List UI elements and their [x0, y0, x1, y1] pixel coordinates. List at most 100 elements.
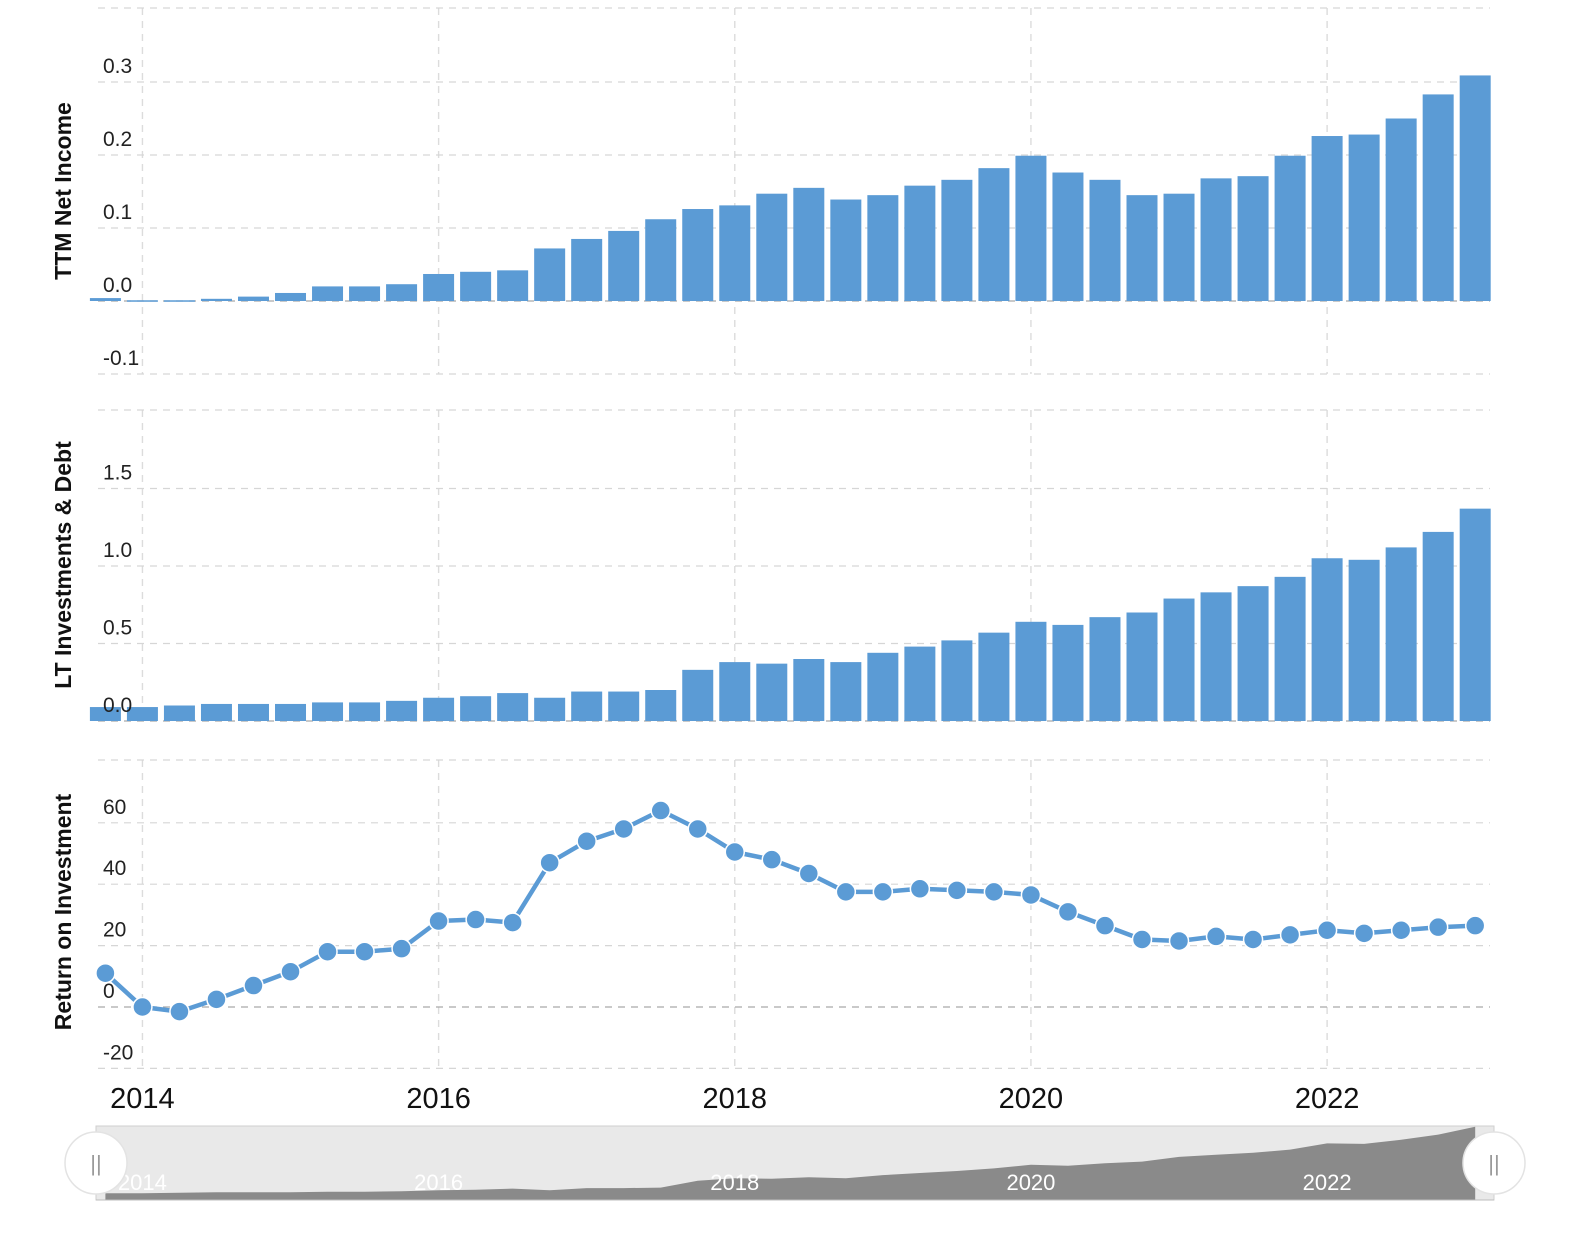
lt-investments-bar[interactable] [1163, 598, 1195, 721]
lt-investments-bar[interactable] [1422, 531, 1454, 721]
roi-point[interactable] [465, 909, 486, 930]
net-income-bar[interactable] [867, 195, 899, 301]
roi-point[interactable] [391, 938, 412, 959]
roi-point[interactable] [243, 975, 264, 996]
roi-point[interactable] [761, 849, 783, 870]
lt-investments-bar[interactable] [904, 646, 936, 721]
lt-investments-bar[interactable] [719, 662, 751, 721]
lt-investments-bar[interactable] [534, 697, 566, 721]
net-income-bar[interactable] [1459, 75, 1491, 302]
net-income-bar[interactable] [719, 205, 751, 301]
net-income-bar[interactable] [904, 185, 936, 301]
roi-point[interactable] [1057, 901, 1079, 923]
net-income-bar[interactable] [349, 286, 381, 301]
net-income-bar[interactable] [1348, 134, 1380, 301]
net-income-bar[interactable] [200, 298, 232, 301]
navigator-right-handle[interactable]: || [1462, 1131, 1526, 1195]
lt-investments-bar[interactable] [978, 632, 1010, 721]
lt-investments-bar[interactable] [941, 640, 973, 721]
lt-investments-bar[interactable] [163, 705, 195, 722]
roi-point[interactable] [724, 841, 746, 863]
roi-point[interactable] [169, 1001, 190, 1022]
roi-point[interactable] [983, 881, 1005, 903]
roi-point[interactable] [835, 881, 857, 903]
lt-investments-bar[interactable] [312, 702, 344, 721]
roi-point[interactable] [280, 961, 301, 982]
roi-point[interactable] [1353, 923, 1375, 944]
lt-investments-bar[interactable] [1052, 624, 1084, 721]
roi-point[interactable] [650, 800, 671, 821]
net-income-bar[interactable] [608, 230, 640, 301]
lt-investments-bar[interactable] [1089, 617, 1121, 721]
roi-point[interactable] [576, 830, 597, 852]
net-income-bar[interactable] [423, 273, 455, 301]
lt-investments-bar[interactable] [423, 697, 455, 721]
lt-investments-bar[interactable] [1385, 547, 1417, 721]
roi-point[interactable] [798, 863, 820, 884]
lt-investments-bar[interactable] [237, 703, 269, 721]
net-income-bar[interactable] [460, 271, 492, 301]
roi-point[interactable] [1020, 884, 1042, 906]
lt-investments-bar[interactable] [608, 691, 640, 721]
roi-point[interactable] [946, 880, 968, 901]
net-income-bar[interactable] [89, 298, 121, 301]
net-income-bar[interactable] [571, 238, 603, 301]
roi-point[interactable] [206, 989, 227, 1010]
lt-investments-bar[interactable] [126, 707, 158, 721]
lt-investments-bar[interactable] [386, 700, 418, 721]
net-income-bar[interactable] [1237, 176, 1269, 301]
lt-investments-bar[interactable] [830, 662, 862, 721]
roi-point[interactable] [428, 910, 449, 932]
roi-point[interactable] [317, 941, 338, 962]
lt-investments-bar[interactable] [1200, 592, 1232, 721]
net-income-bar[interactable] [275, 292, 307, 301]
roi-point[interactable] [613, 818, 634, 840]
net-income-bar[interactable] [793, 187, 825, 301]
net-income-bar[interactable] [1422, 94, 1454, 301]
net-income-bar[interactable] [1311, 136, 1343, 301]
roi-point[interactable] [539, 852, 560, 873]
lt-investments-bar[interactable] [1126, 612, 1158, 722]
net-income-bar[interactable] [497, 270, 529, 301]
lt-investments-bar[interactable] [89, 707, 121, 721]
roi-point[interactable] [1279, 924, 1301, 946]
net-income-bar[interactable] [756, 193, 788, 301]
roi-point[interactable] [132, 996, 153, 1018]
net-income-bar[interactable] [830, 199, 862, 301]
roi-point[interactable] [95, 962, 116, 984]
net-income-bar[interactable] [1089, 179, 1121, 301]
lt-investments-bar[interactable] [200, 703, 232, 721]
roi-point[interactable] [1168, 930, 1190, 952]
lt-investments-bar[interactable] [349, 702, 381, 721]
net-income-bar[interactable] [534, 248, 566, 301]
net-income-bar[interactable] [1163, 193, 1195, 301]
lt-investments-bar[interactable] [275, 703, 307, 721]
lt-investments-bar[interactable] [460, 696, 492, 721]
lt-investments-bar[interactable] [571, 691, 603, 721]
net-income-bar[interactable] [163, 300, 195, 302]
lt-investments-bar[interactable] [1348, 559, 1380, 721]
lt-investments-bar[interactable] [682, 669, 714, 721]
lt-investments-bar[interactable] [1237, 586, 1269, 721]
roi-point[interactable] [1464, 915, 1486, 936]
roi-point[interactable] [687, 818, 708, 840]
net-income-bar[interactable] [1015, 155, 1047, 301]
lt-investments-bar[interactable] [1459, 508, 1491, 721]
lt-investments-bar[interactable] [497, 693, 529, 721]
net-income-bar[interactable] [312, 286, 344, 301]
roi-point[interactable] [1205, 926, 1227, 947]
net-income-bar[interactable] [1385, 118, 1417, 302]
net-income-bar[interactable] [386, 284, 418, 301]
navigator-left-handle[interactable]: || [64, 1131, 128, 1195]
lt-investments-bar[interactable] [645, 690, 677, 721]
lt-investments-bar[interactable] [867, 652, 899, 721]
range-navigator[interactable]: 2014 2016 2018 2020 2022 || || [64, 1125, 1526, 1201]
net-income-bar[interactable] [1200, 178, 1232, 301]
net-income-bar[interactable] [1052, 172, 1084, 301]
roi-point[interactable] [1390, 920, 1412, 941]
net-income-bar[interactable] [126, 300, 158, 302]
net-income-bar[interactable] [978, 168, 1010, 301]
lt-investments-bar[interactable] [1311, 558, 1343, 721]
roi-point[interactable] [1427, 916, 1449, 938]
net-income-bar[interactable] [1126, 195, 1158, 301]
